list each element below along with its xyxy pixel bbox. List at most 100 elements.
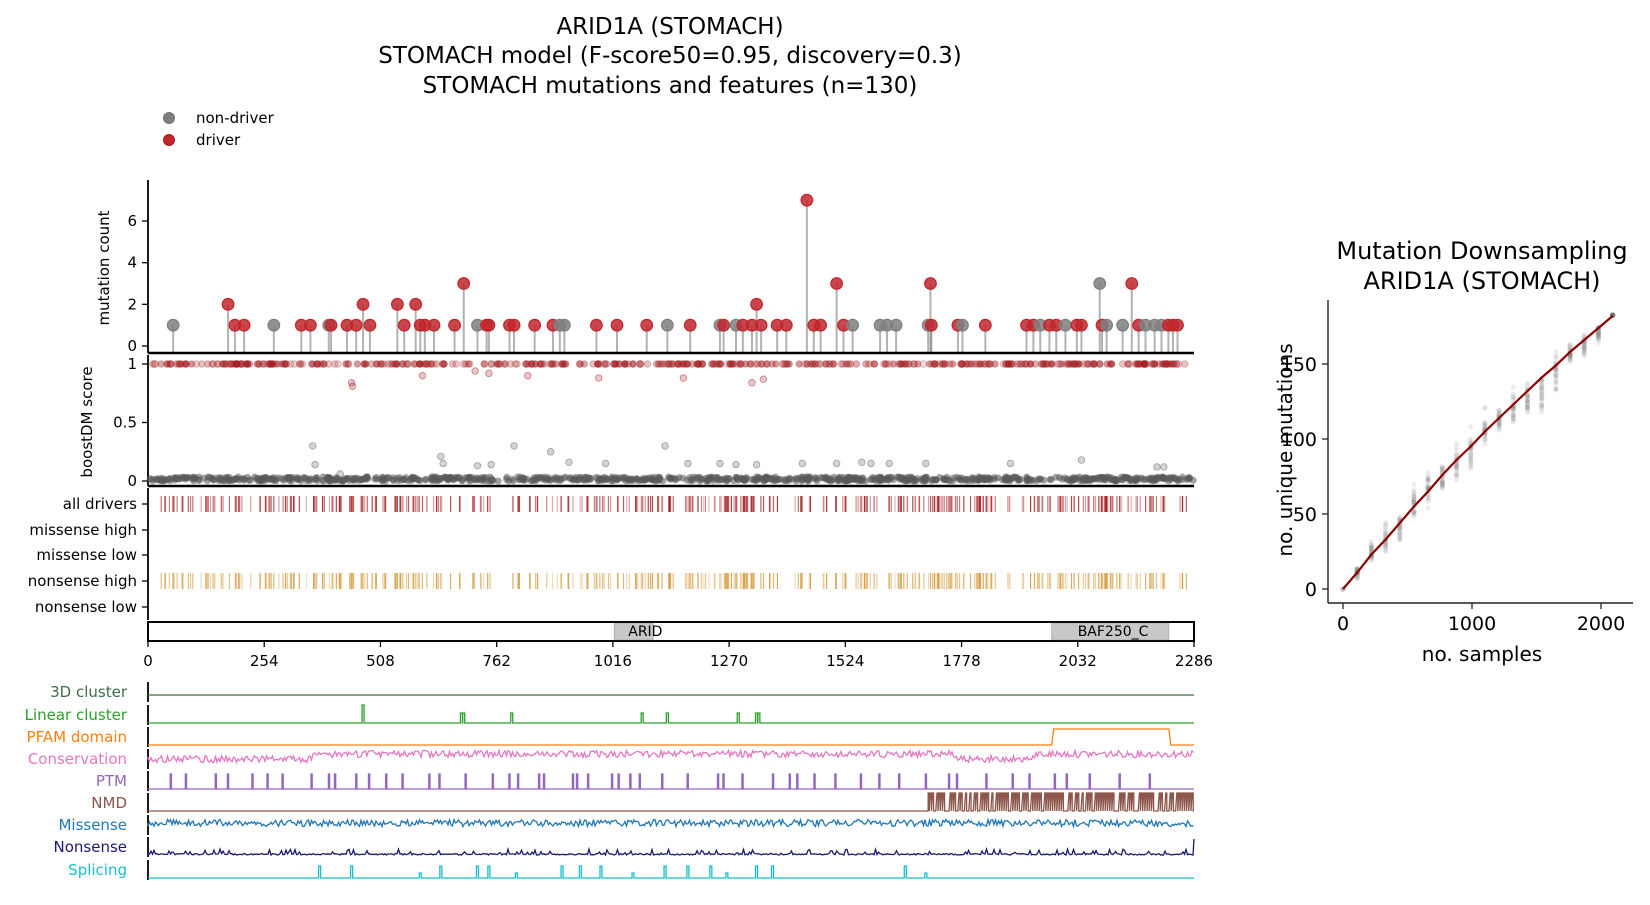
downsampling-point	[1453, 467, 1460, 473]
boostdm-point-driver	[674, 360, 682, 368]
downsampling-point	[1439, 480, 1445, 487]
boostdm-point-driver	[1043, 360, 1052, 368]
boostdm-point-driver	[172, 360, 181, 368]
lollipop-head-driver	[590, 318, 603, 332]
downsampling-point	[1382, 530, 1389, 536]
boostdm-point-driver	[427, 360, 435, 368]
lollipop-head-non-driver	[1100, 318, 1114, 332]
mutation-count-ylabel: mutation count	[95, 210, 113, 325]
boostdm-point-driver	[919, 360, 928, 368]
boostdm-point-driver	[910, 360, 918, 368]
boostdm-point-driver	[391, 360, 399, 368]
boostdm-point-non-driver	[641, 476, 649, 484]
boostdm-point-driver	[1158, 360, 1167, 368]
boostdm-point-driver	[621, 360, 629, 368]
x-tick-label: 1778	[942, 652, 980, 670]
boostdm-point-driver	[558, 360, 566, 368]
boostdm-point-driver	[1013, 360, 1022, 368]
downsampling-point	[1539, 402, 1545, 408]
boostdm-point-driver	[669, 360, 677, 368]
downsampling-point	[1595, 334, 1602, 340]
boostdm-point-non-driver	[434, 476, 442, 484]
boostdm-point-non-driver	[922, 476, 930, 484]
downsampling-point	[1453, 447, 1460, 453]
boostdm-point-driver	[821, 360, 830, 368]
downsampling-point	[1354, 576, 1360, 582]
boostdm-point-driver	[448, 360, 457, 368]
boostdm-point-driver	[308, 360, 317, 368]
boostdm-point-driver	[151, 360, 160, 368]
downsampling-point	[1453, 472, 1460, 478]
boostdm-point-driver	[403, 360, 412, 368]
downsampling-point	[1453, 440, 1460, 446]
downsampling-point	[1496, 408, 1502, 414]
boostdm-point-driver	[1055, 360, 1064, 368]
downsampling-point	[1496, 411, 1502, 417]
downsampling-point	[1553, 378, 1559, 384]
boostdm-outlier-driver	[471, 367, 479, 375]
boostdm-point-driver	[1106, 360, 1114, 368]
boostdm-point-driver	[361, 360, 369, 368]
boostdm-point-driver	[1054, 360, 1062, 368]
downsampling-point	[1453, 464, 1460, 470]
boostdm-point-driver	[506, 360, 515, 368]
downsampling-point	[1581, 332, 1587, 338]
boostdm-point-driver	[522, 360, 530, 368]
boostdm-ytick-label: 1	[127, 355, 137, 373]
boostdm-point-driver	[263, 360, 271, 368]
boostdm-point-driver	[1004, 360, 1012, 368]
boostdm-point-driver	[149, 360, 157, 368]
boostdm-point-non-driver	[240, 475, 248, 483]
boostdm-point-driver	[870, 360, 878, 368]
downsampling-point	[1482, 405, 1488, 411]
lollipop-head-non-driver	[1093, 277, 1107, 290]
downsampling-point	[1382, 549, 1389, 555]
boostdm-point-driver	[901, 360, 909, 368]
boostdm-point-non-driver	[904, 473, 912, 481]
downsampling-point	[1439, 484, 1445, 491]
x-tick-label: 254	[250, 652, 279, 670]
boostdm-point-driver	[232, 360, 241, 368]
boostdm-point-non-driver	[712, 473, 720, 481]
boostdm-point-driver	[781, 360, 789, 368]
domain-arid	[613, 622, 654, 641]
boostdm-point-driver	[1057, 360, 1066, 368]
boostdm-point-non-driver	[998, 476, 1006, 484]
downsampling-point	[1510, 415, 1516, 421]
boostdm-point-driver	[281, 360, 289, 368]
downsampling-point	[1382, 542, 1389, 548]
downsampling-point	[1468, 449, 1474, 455]
boostdm-point-driver	[312, 360, 321, 368]
boostdm-point-driver	[986, 360, 995, 368]
downsampling-point	[1539, 391, 1545, 397]
boostdm-point-driver	[762, 360, 771, 368]
boostdm-point-non-driver	[1136, 475, 1144, 483]
boostdm-point-driver	[298, 360, 307, 368]
boostdm-point-driver	[459, 360, 467, 368]
boostdm-point-driver	[1135, 360, 1144, 368]
lollipop-head-driver	[448, 318, 461, 332]
boostdm-point-driver	[1172, 360, 1181, 368]
downsampling-point	[1439, 476, 1445, 483]
boostdm-outlier-non-driver	[922, 459, 930, 468]
boostdm-point-driver	[753, 360, 762, 368]
boostdm-point-driver	[213, 360, 221, 368]
boostdm-point-non-driver	[725, 475, 733, 483]
boostdm-outlier-driver	[759, 375, 768, 383]
lollipop-head-non-driver	[956, 318, 969, 332]
boostdm-point-driver	[334, 360, 342, 368]
boostdm-point-driver	[237, 360, 245, 368]
boostdm-point-driver	[925, 360, 934, 368]
boostdm-point-driver	[783, 360, 792, 368]
boostdm-point-driver	[226, 360, 234, 368]
boostdm-point-non-driver	[1087, 475, 1095, 483]
boostdm-point-driver	[373, 360, 381, 368]
downsampling-point	[1411, 493, 1417, 499]
boostdm-point-driver	[676, 360, 684, 368]
boostdm-point-driver	[601, 360, 609, 368]
boostdm-point-driver	[282, 360, 291, 368]
boostdm-point-non-driver	[1070, 473, 1078, 481]
downsampling-point	[1382, 541, 1389, 547]
boostdm-point-driver	[187, 360, 196, 368]
boostdm-point-driver	[1174, 360, 1183, 368]
